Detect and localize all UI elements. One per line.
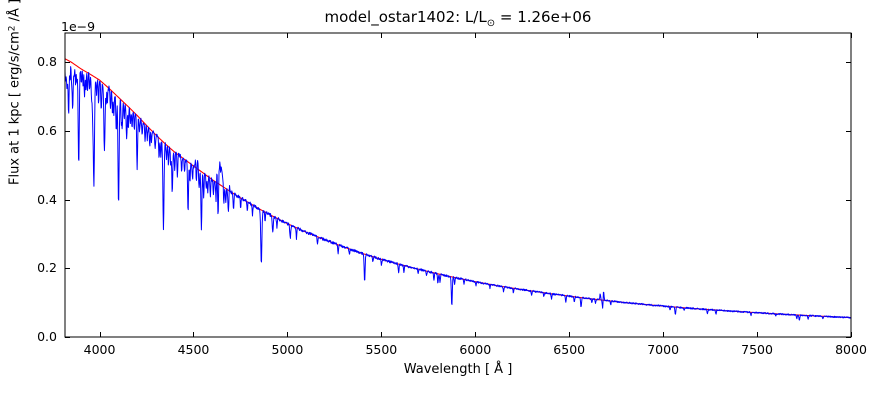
y-axis-label-suffix: /Å ] [7, 0, 23, 26]
x-axis-label: Wavelength [ Å ] [403, 362, 513, 377]
spectrum-line [64, 66, 852, 321]
y-tick-label: 0.8 [37, 54, 57, 70]
x-tick-label: 8000 [835, 342, 867, 357]
x-tick-label: 5500 [365, 342, 398, 357]
y-axis-offset-text: 1e−9 [61, 19, 96, 34]
x-tick-label: 6500 [553, 342, 586, 357]
x-tick-label: 6000 [459, 342, 492, 357]
x-tick-label: 7500 [741, 342, 773, 357]
chart-title-suffix: = 1.26e+06 [495, 8, 592, 26]
y-tick-label: 0.0 [37, 329, 57, 344]
y-axis-label-exponent: 2 [7, 25, 18, 32]
x-tick-label: 5000 [271, 342, 304, 357]
y-tick-label: 0.4 [37, 191, 57, 207]
y-tick-label: 0.6 [37, 122, 57, 138]
x-tick-label: 7000 [647, 342, 680, 357]
chart-title-prefix: model_ostar1402: L/L [324, 8, 487, 26]
x-tick-label: 4500 [177, 342, 210, 357]
y-tick-label: 0.2 [37, 260, 57, 276]
chart-title: model_ostar1402: L/L⊙ = 1.26e+06 [65, 8, 851, 29]
axes-frame [64, 32, 852, 338]
x-tick-label: 4000 [83, 342, 116, 357]
sun-symbol: ⊙ [486, 18, 496, 29]
y-axis-label-prefix: Flux at 1 kpc [ erg/s/cm [7, 31, 23, 185]
